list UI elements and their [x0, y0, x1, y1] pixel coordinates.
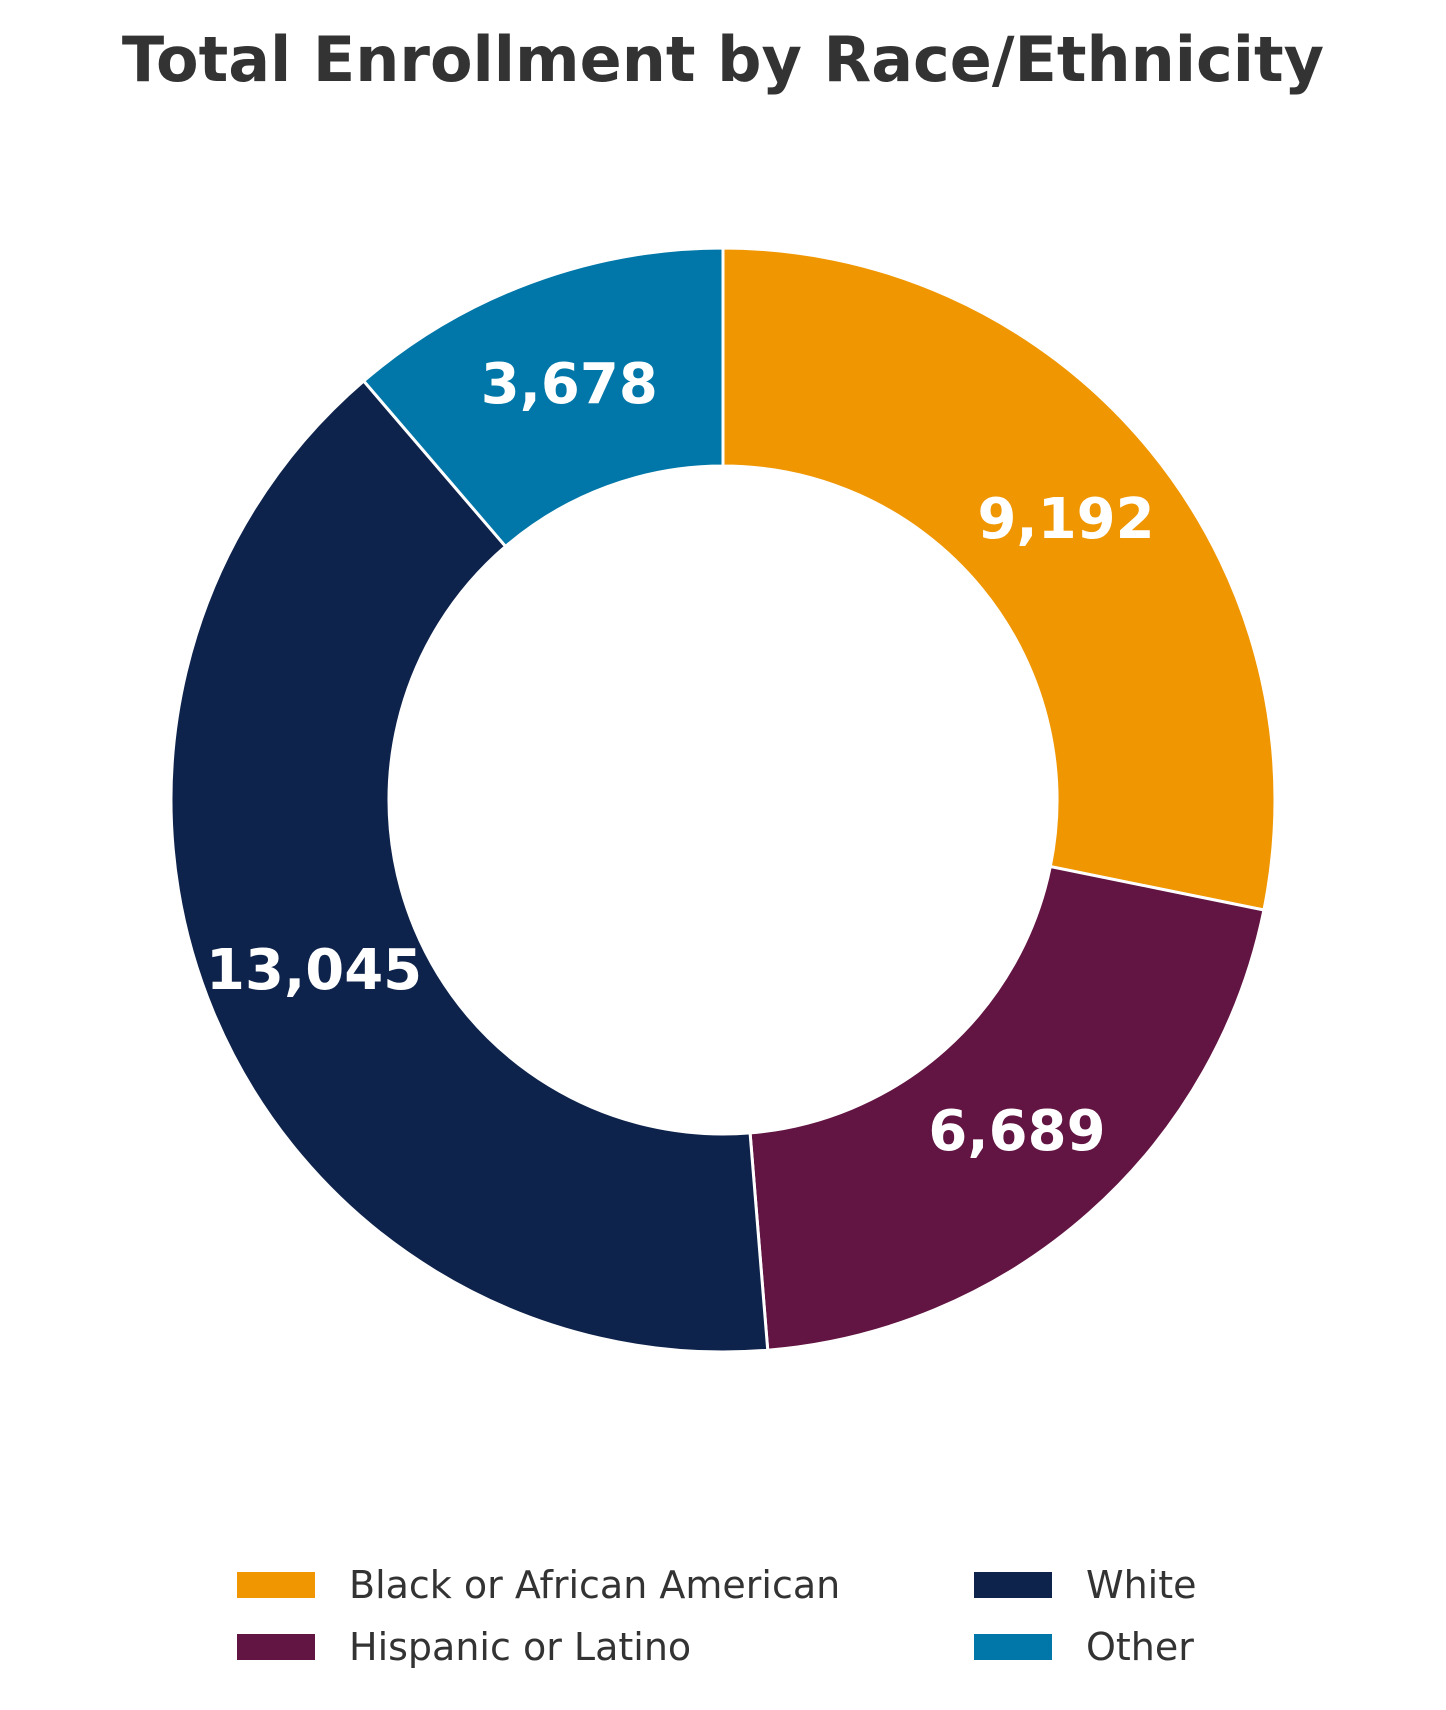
donut-slice-hispanic-or-latino: [748, 864, 1266, 1352]
donut-slice-white: [169, 378, 770, 1354]
slice-value-label: 9,192: [977, 487, 1154, 552]
legend-label: Hispanic or Latino: [349, 1625, 692, 1669]
donut-chart: 9,192 6,689 13,045 3,678: [169, 246, 1277, 1354]
legend-label: Black or African American: [349, 1563, 841, 1607]
legend-item-black-or-african-american: Black or African American: [237, 1560, 840, 1610]
legend-swatch: [974, 1572, 1052, 1598]
legend-swatch: [974, 1634, 1052, 1660]
chart-legend: Black or African American Hispanic or La…: [0, 1560, 1446, 1690]
legend-swatch: [237, 1572, 315, 1598]
legend-label: White: [1086, 1563, 1197, 1607]
legend-swatch: [237, 1634, 315, 1660]
chart-title: Total Enrollment by Race/Ethnicity: [121, 23, 1325, 96]
slice-value-label: 6,689: [928, 1099, 1105, 1164]
legend-label: Other: [1086, 1625, 1194, 1669]
donut-slices: [169, 246, 1277, 1354]
legend-item-white: White: [974, 1560, 1197, 1610]
legend-item-hispanic-or-latino: Hispanic or Latino: [237, 1622, 691, 1672]
slice-value-label: 13,045: [206, 938, 422, 1003]
slice-value-label: 3,678: [481, 352, 658, 417]
slice-value-labels: 9,192 6,689 13,045 3,678: [206, 352, 1155, 1164]
donut-slice-other: [361, 246, 725, 549]
legend-item-other: Other: [974, 1622, 1194, 1672]
donut-slice-black-or-african-american: [721, 246, 1277, 912]
